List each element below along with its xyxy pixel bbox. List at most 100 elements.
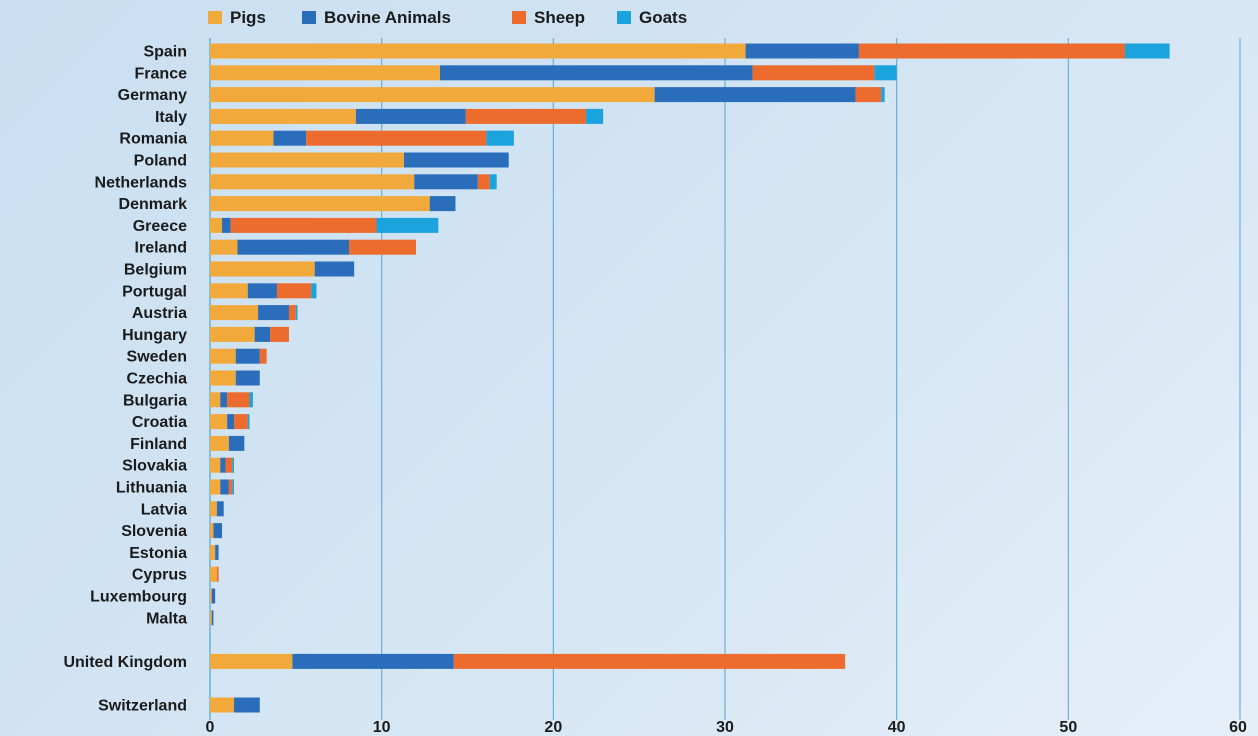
bar-segment-bovine-animals: [215, 544, 219, 560]
category-label: Lithuania: [116, 480, 187, 497]
bar-segment-goats: [232, 479, 235, 495]
bar-segment-sheep: [453, 653, 846, 669]
bar-segment-pigs: [210, 370, 236, 386]
legend-label: Goats: [639, 8, 687, 27]
category-label: Netherlands: [95, 174, 188, 191]
bar-segment-pigs: [210, 326, 255, 342]
category-label: Poland: [134, 153, 187, 170]
bar-segment-bovine-animals: [292, 653, 454, 669]
legend-swatch: [512, 11, 526, 24]
category-label: Slovakia: [122, 458, 187, 475]
category-label: Hungary: [122, 327, 187, 344]
bar-segment-pigs: [210, 435, 229, 451]
bar-segment-sheep: [349, 239, 416, 255]
category-label: Czechia: [127, 371, 188, 388]
bar-segment-goats: [486, 130, 514, 146]
bar-segment-bovine-animals: [414, 174, 478, 190]
bar-segment-bovine-animals: [235, 370, 260, 386]
bar-segment-goats: [295, 305, 298, 321]
bar-segment-sheep: [276, 283, 312, 299]
legend-swatch: [302, 11, 316, 24]
category-label: Austria: [132, 305, 187, 322]
bar-segment-pigs: [210, 392, 221, 408]
bar-segment-sheep: [227, 392, 250, 408]
bar-segment-bovine-animals: [220, 457, 226, 473]
x-tick-label: 50: [1059, 719, 1077, 736]
category-label: Malta: [146, 610, 187, 627]
bar-segment-bovine-animals: [745, 43, 859, 59]
bar-segment-goats: [585, 108, 604, 124]
category-label: Bulgaria: [123, 392, 187, 409]
bar-segment-bovine-animals: [429, 196, 456, 212]
bar-segment-goats: [249, 392, 253, 408]
x-tick-label: 0: [206, 719, 215, 736]
bar-segment-sheep: [752, 65, 875, 81]
bar-segment-goats: [311, 283, 317, 299]
category-label: Germany: [118, 87, 187, 104]
x-tick-label: 60: [1229, 719, 1247, 736]
category-labels: Spain France Germany Italy Romania Poland Neth…: [63, 44, 187, 715]
bar-segment-bovine-animals: [237, 239, 350, 255]
category-label: Denmark: [119, 196, 188, 213]
bar-segment-pigs: [210, 610, 212, 626]
bar-segment-pigs: [210, 305, 259, 321]
bar-segment-pigs: [210, 261, 315, 277]
bar-segment-pigs: [210, 43, 746, 59]
x-tick-label: 20: [544, 719, 562, 736]
legend-label: Pigs: [230, 8, 266, 27]
bar-segment-bovine-animals: [234, 697, 260, 713]
bar-segment-sheep: [855, 87, 882, 103]
bar-segment-bovine-animals: [273, 130, 307, 146]
bar-segment-sheep: [858, 43, 1125, 59]
bar-segment-goats: [376, 217, 439, 233]
bar-segment-pigs: [210, 544, 216, 560]
bar-segment-pigs: [210, 87, 655, 103]
bar-segment-pigs: [210, 65, 441, 81]
bar-segment-pigs: [210, 457, 221, 473]
bar-segment-sheep: [234, 414, 248, 430]
legend-swatch: [208, 11, 222, 24]
x-tick-label: 40: [888, 719, 906, 736]
category-label: Sweden: [127, 349, 187, 366]
bar-segment-pigs: [210, 501, 217, 517]
bar-segment-bovine-animals: [211, 588, 216, 604]
category-label: France: [135, 65, 188, 82]
category-label: Finland: [130, 436, 187, 453]
bar-segment-bovine-animals: [220, 392, 228, 408]
category-label: Switzerland: [98, 698, 187, 715]
bar-segment-pigs: [210, 152, 404, 168]
grid-lines: [209, 38, 1241, 720]
category-label: Spain: [143, 44, 187, 61]
bar-segment-pigs: [210, 653, 293, 669]
bar-segment-sheep: [230, 217, 377, 233]
bar-segment-pigs: [210, 108, 356, 124]
bar-segment-pigs: [210, 239, 238, 255]
bar-segment-sheep: [225, 457, 233, 473]
bar-segment-bovine-animals: [258, 305, 289, 321]
category-label: Slovenia: [121, 523, 187, 540]
bar-segment-bovine-animals: [440, 65, 753, 81]
category-label: Estonia: [129, 545, 187, 562]
category-label: Greece: [133, 218, 187, 235]
bar-segment-pigs: [210, 479, 221, 495]
bar-segment-pigs: [210, 414, 228, 430]
bar-segment-goats: [489, 174, 497, 190]
bars: [210, 43, 1170, 713]
bar-segment-bovine-animals: [228, 435, 245, 451]
category-label: Luxembourg: [90, 589, 187, 606]
bar-segment-bovine-animals: [254, 326, 271, 342]
bar-segment-pigs: [210, 588, 212, 604]
bar-segment-bovine-animals: [220, 479, 229, 495]
category-label: Portugal: [122, 283, 187, 300]
bar-segment-bovine-animals: [314, 261, 355, 277]
legend-swatch: [617, 11, 631, 24]
bar-segment-pigs: [210, 697, 235, 713]
legend-label: Sheep: [534, 8, 585, 27]
bar-segment-sheep: [216, 566, 219, 582]
bar-segment-sheep: [465, 108, 586, 124]
bar-segment-sheep: [306, 130, 487, 146]
bar-segment-bovine-animals: [247, 283, 277, 299]
bar-segment-sheep: [228, 479, 233, 495]
category-label: Belgium: [124, 262, 187, 279]
